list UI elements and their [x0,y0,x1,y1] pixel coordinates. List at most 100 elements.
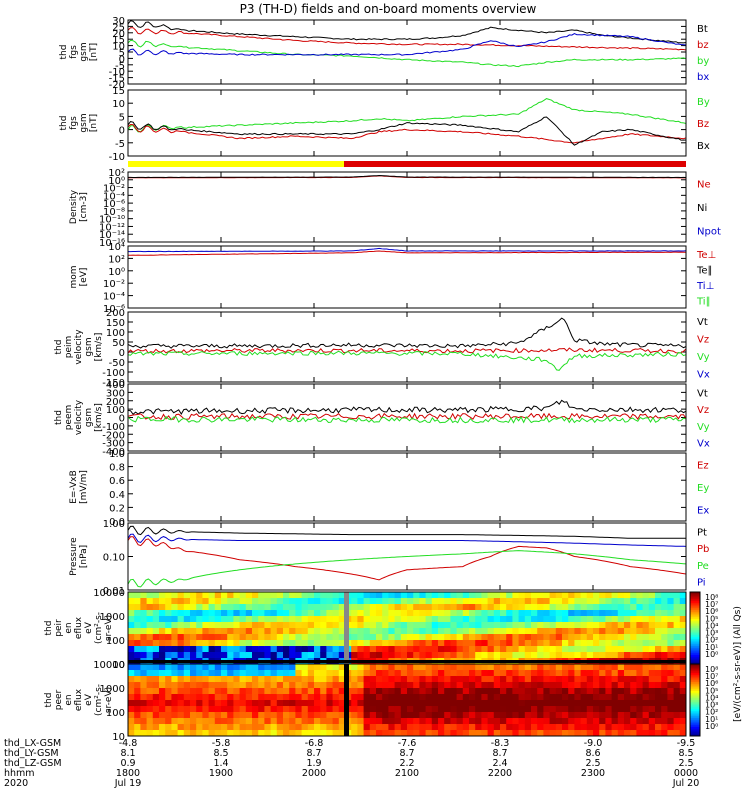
heat-cell [456,646,464,653]
x-axis-row-label: hhmm [4,768,35,779]
heat-cell [617,730,625,737]
heat-cell [376,724,383,731]
heat-cell [221,712,228,719]
heat-cell [363,706,371,713]
heat-cell [456,592,464,599]
heat-cell [599,664,606,671]
heat-cell [320,694,327,701]
heat-cell [574,688,582,695]
heat-cell [549,646,557,653]
heat-cell [183,628,191,635]
heat-cell [462,730,470,737]
heat-cell [363,640,371,647]
heat-cell [177,682,185,689]
heat-cell [487,676,495,683]
heat-cell [555,676,563,683]
heat-cell [245,652,253,659]
legend-label: Pt [697,527,707,538]
heat-cell [413,718,420,725]
heat-cell [177,676,185,683]
y-axis-label-line: sr-eV) [104,687,114,713]
heat-cell [314,610,321,617]
heat-cell [531,700,538,707]
heat-cell [140,700,148,707]
heat-cell [332,676,340,683]
heat-cell [586,688,594,695]
heat-cell [580,646,588,653]
heat-cell [221,694,228,701]
x-axis-value: Jul 20 [672,778,700,789]
heat-cell [258,706,265,713]
heat-cell [165,592,172,599]
heat-cell [407,598,414,605]
x-axis-value: 0000 [674,768,698,779]
heat-cell [648,634,656,641]
heat-cell [419,616,427,623]
heat-cell [642,694,650,701]
heat-cell [351,598,358,605]
heat-cell [562,694,569,701]
heat-cell [500,610,507,617]
heat-cell [580,730,588,737]
heat-cell [413,676,420,683]
heat-cell [630,712,637,719]
heat-cell [233,730,241,737]
heat-cell [258,688,265,695]
heat-cell [400,592,408,599]
y-axis-label-line: fgs [69,45,79,59]
heat-cell [221,700,228,707]
heat-cell [369,718,377,725]
heat-cell [239,682,247,689]
heat-cell [487,712,495,719]
heat-cell [648,616,656,623]
heat-cell [245,706,253,713]
heat-cell [630,652,637,659]
heat-cell [667,682,675,689]
heat-cell [159,628,166,635]
heat-cell [394,694,402,701]
spectrogram [128,664,687,737]
heat-cell [586,664,594,671]
heat-cell [159,616,166,623]
heat-cell [208,592,216,599]
heat-cell [599,646,606,653]
heat-cell [642,640,650,647]
heat-cell [624,724,631,731]
heat-cell [289,670,296,677]
heat-cell [202,652,210,659]
heat-cell [264,670,272,677]
heat-cell [400,670,408,677]
heat-cell [431,616,439,623]
heat-cell [245,682,253,689]
heat-cell [369,706,377,713]
y-axis-label-line: thd [59,45,69,60]
heat-cell [617,646,625,653]
heat-cell [289,676,296,683]
heat-cell [351,622,358,629]
heat-cell [332,652,340,659]
heat-cell [171,694,179,701]
colorbar-segment [690,705,700,708]
heat-cell [270,652,278,659]
heat-cell [518,664,526,671]
heat-cell [450,730,458,737]
heat-cell [593,712,600,719]
heat-cell [221,706,228,713]
heat-cell [214,598,222,605]
heat-cell [524,640,532,647]
heat-cell [574,622,582,629]
heat-cell [376,652,383,659]
heat-cell [369,730,377,737]
heat-cell [388,700,396,707]
heat-cell [444,646,451,653]
heat-cell [549,610,557,617]
heat-cell [624,634,631,641]
heat-cell [233,706,241,713]
heat-cell [351,592,358,599]
heat-cell [332,592,340,599]
legend-label: Vx [697,369,710,380]
heat-cell [593,682,600,689]
heat-cell [326,628,334,635]
heat-cell [599,700,606,707]
heat-cell [183,646,191,653]
